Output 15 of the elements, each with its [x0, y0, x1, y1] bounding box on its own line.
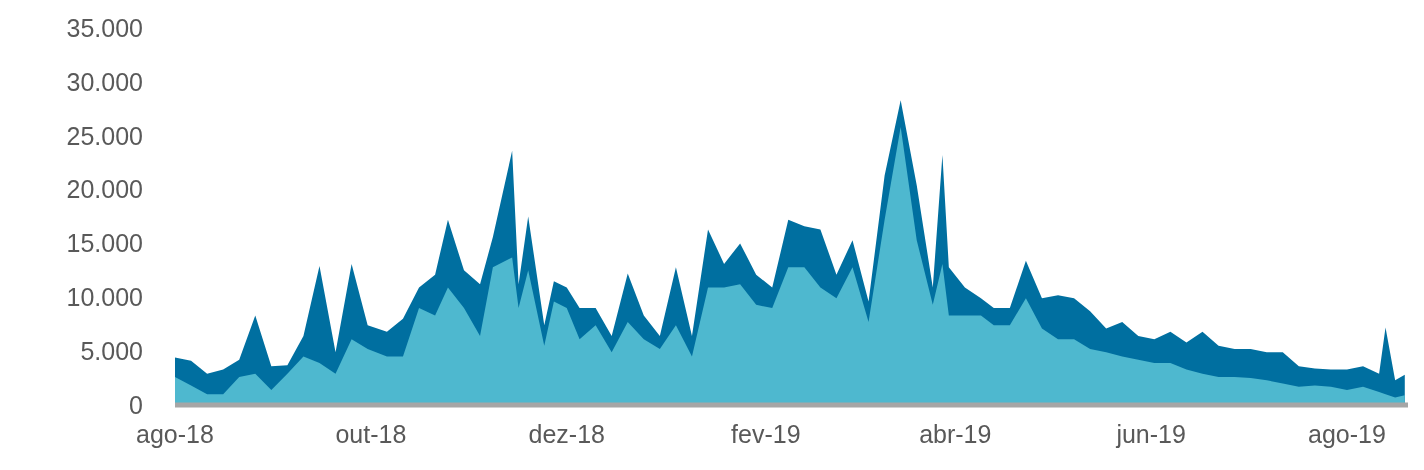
y-tick-label: 20.000 [66, 175, 143, 204]
x-tick-label: fev-19 [731, 419, 801, 448]
y-tick-label: 10.000 [66, 283, 143, 312]
x-tick-label: dez-18 [528, 419, 605, 448]
x-tick-label: out-18 [335, 419, 407, 448]
y-tick-label: 35.000 [66, 13, 143, 42]
y-tick-label: 25.000 [66, 121, 143, 150]
y-tick-label: 0 [129, 390, 143, 419]
x-tick-label: abr-19 [919, 419, 992, 448]
x-tick-label: ago-18 [136, 419, 214, 448]
x-tick-label: jun-19 [1115, 419, 1186, 448]
y-tick-label: 30.000 [66, 67, 143, 96]
x-tick-label: ago-19 [1308, 419, 1386, 448]
y-tick-label: 5.000 [80, 337, 143, 366]
y-tick-label: 15.000 [66, 229, 143, 258]
